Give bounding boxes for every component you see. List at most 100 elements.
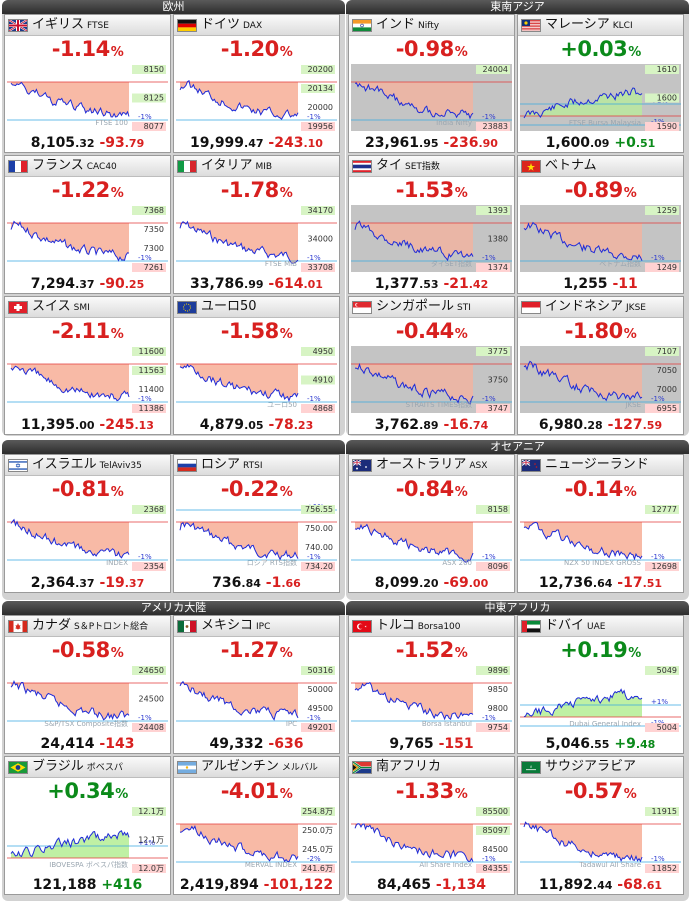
price-line — [10, 220, 130, 262]
card-header: トルコ Borsa100 — [349, 616, 514, 637]
country-flag-icon — [352, 19, 372, 32]
market-card[interactable]: ドイツ DAX -1.20% -1% 20200 20134 20000 19956 19… — [173, 14, 340, 153]
change-int: -1 — [265, 575, 282, 591]
percent-change: +0.34% — [5, 776, 170, 806]
price-line — [179, 680, 299, 721]
percent-value: -0.14 — [564, 477, 624, 501]
intraday-chart[interactable]: -1% JKSE 7107 7050 7000 6955 — [520, 346, 681, 413]
market-card[interactable]: ﻻ サウジアラビア -0.57% -1% Tadawul All Share 119… — [517, 756, 684, 895]
intraday-chart[interactable]: -1% ASX 200 8158 8096 — [351, 504, 512, 571]
market-card[interactable]: ブラジル ボベスパ +0.34% +1% IBOVESPA ボベスパ指数 12.1万 1… — [4, 756, 171, 895]
change-int: -101,122 — [263, 877, 334, 893]
percent-unit: % — [628, 45, 641, 60]
price-value: 121,188 — [33, 877, 97, 893]
intraday-chart[interactable]: -1% ユーロ50 4950 4910 4868 — [176, 346, 337, 413]
card-header: カナダ S＆Pトロント総合 — [5, 616, 170, 637]
intraday-chart[interactable]: -1% 20200 20134 20000 19956 — [176, 64, 337, 131]
percent-change: -0.14% — [518, 474, 683, 504]
axis-value-label: 250.0万 — [302, 826, 333, 835]
percent-change: -1.58% — [174, 316, 339, 346]
intraday-chart[interactable]: -2% MERVAL INDEX 254.8万 250.0万 245.0万 241.6万 — [176, 806, 337, 873]
axis-value-label: 4910 — [313, 376, 333, 385]
axis-value-label: 84500 — [483, 845, 508, 854]
intraday-chart[interactable]: -1% IPC 50316 50000 49500 49201 — [176, 665, 337, 732]
intraday-chart[interactable]: -1% ベトナム指数 1259 1249 — [520, 205, 681, 272]
intraday-chart[interactable]: -1% S&P/TSX Composite指数 24650 24500 24408 — [7, 665, 168, 732]
price-line — [523, 221, 643, 261]
market-card[interactable]: イタリア MIB -1.78% -1% FTSE MIB 34170 34000 3370… — [173, 155, 340, 294]
market-card[interactable]: タイ SET指数 -1.53% -1% タイSET指数 1393 1380 1374 1,… — [348, 155, 515, 294]
index-watermark: ASX 200 — [442, 559, 472, 567]
country-label: タイ — [376, 158, 403, 173]
region-title: オセアニア — [346, 440, 689, 454]
intraday-chart[interactable]: -1% Borsa Istanbul 9896 9850 9800 9754 — [351, 665, 512, 732]
country-label: インド — [376, 17, 416, 32]
intraday-chart[interactable]: -1% 11600 11563 11400 11386 — [7, 346, 168, 413]
price-dec: .53 — [419, 278, 439, 291]
intraday-chart[interactable]: -1% India Nifty 24004 23883 — [351, 64, 512, 131]
intraday-chart[interactable]: -1% INDEX 2368 2354 — [7, 504, 168, 571]
market-card[interactable]: 南アフリカ -1.33% -1% All Share Index 85500 8509… — [348, 756, 515, 895]
price-dec: .28 — [583, 419, 603, 432]
market-card[interactable]: フランス CAC40 -1.22% -1% 7368 7350 7300 7261 7,2… — [4, 155, 171, 294]
change-value: -19.37 — [99, 575, 144, 591]
plus-pct-label: +1% — [651, 698, 668, 706]
market-card[interactable]: カナダ S＆Pトロント総合 -0.58% -1% S&P/TSX Composite… — [4, 615, 171, 754]
percent-value: +0.03 — [560, 37, 628, 61]
price-int: 3,762 — [374, 417, 420, 433]
market-card[interactable]: オーストラリア ASX -0.84% -1% ASX 200 8158 8096 8,0… — [348, 454, 515, 593]
price-value: 4,879.05 — [200, 417, 264, 433]
market-card[interactable]: シンガポール STI -0.44% -1% STRAITS TIMES指数 3775 3… — [348, 296, 515, 435]
axis-value-label: 8096 — [488, 562, 508, 571]
axis-value-label: 254.8万 — [302, 807, 333, 816]
change-value: -1.66 — [266, 575, 301, 591]
intraday-chart[interactable]: -1% STRAITS TIMES指数 3775 3750 3747 — [351, 346, 512, 413]
market-card[interactable]: メキシコ IPC -1.27% -1% IPC 50316 50000 49500 4920… — [173, 615, 340, 754]
intraday-chart[interactable]: -1% Tadawul All Share 11915 11852 — [520, 806, 681, 873]
index-code: CAC40 — [86, 162, 117, 172]
price-dec: .95 — [419, 137, 439, 150]
change-value: -127.59 — [608, 417, 663, 433]
intraday-chart[interactable]: -1% NZX 50 INDEX GROSS 12777 12698 — [520, 504, 681, 571]
market-card[interactable]: イギリス FTSE -1.14% -1% FTSE 100 8150 8125 8077 … — [4, 14, 171, 153]
intraday-chart[interactable]: -1% All Share Index 85500 85097 84500 84355 — [351, 806, 512, 873]
minus-pct-label: -1% — [138, 714, 152, 722]
index-watermark: ロシア RTS指数 — [247, 558, 297, 567]
price-line — [523, 521, 643, 561]
change-dec: .10 — [303, 137, 323, 150]
market-card[interactable]: ニュージーランド -0.14% -1% NZX 50 INDEX GROSS 127… — [517, 454, 684, 593]
index-name: ユーロ50 — [201, 298, 260, 317]
quote-row: 1,600.09 +0.51 — [518, 133, 683, 152]
index-watermark: IBOVESPA ボベスパ指数 — [49, 860, 128, 869]
axis-value-label: 20000 — [308, 103, 333, 112]
intraday-chart[interactable]: -1% 7368 7350 7300 7261 — [7, 205, 168, 272]
country-flag-icon — [352, 761, 372, 774]
percent-value: -2.11 — [51, 319, 111, 343]
quote-row: 7,294.37 -90.25 — [5, 274, 170, 293]
country-label: メキシコ — [201, 618, 254, 633]
country-flag-icon — [177, 301, 197, 314]
market-card[interactable]: イスラエル TelAviv35 -0.81% -1% INDEX 2368 2354 2… — [4, 454, 171, 593]
index-watermark: Tadawul All Share — [578, 861, 641, 869]
market-card[interactable]: トルコ Borsa100 -1.52% -1% Borsa Istanbul 9896… — [348, 615, 515, 754]
market-card[interactable]: スイス SMI -2.11% -1% 11600 11563 11400 11386 11… — [4, 296, 171, 435]
market-card[interactable]: ベトナム -0.89% -1% ベトナム指数 1259 1249 1,255 -11 — [517, 155, 684, 294]
intraday-chart[interactable]: +1% IBOVESPA ボベスパ指数 12.1万 12.1万 12.0万 — [7, 806, 168, 873]
intraday-chart[interactable]: -1% FTSE 100 8150 8125 8077 — [7, 64, 168, 131]
region-panel-se-asia: 東南アジア インド Nifty -0.98% -1% India Nifty 2400… — [346, 0, 689, 436]
percent-value: -1.58 — [220, 319, 280, 343]
price-int: 1,255 — [563, 276, 608, 292]
market-card[interactable]: インドネシア JKSE -1.80% -1% JKSE 7107 7050 7000 695… — [517, 296, 684, 435]
intraday-chart[interactable]: -1% タイSET指数 1393 1380 1374 — [351, 205, 512, 272]
market-card[interactable]: インド Nifty -0.98% -1% India Nifty 24004 23883… — [348, 14, 515, 153]
market-card[interactable]: ユーロ50 -1.58% -1% ユーロ50 4950 4910 4868 4,879.… — [173, 296, 340, 435]
intraday-chart[interactable]: -1% FTSE MIB 34170 34000 33708 — [176, 205, 337, 272]
axis-value-label: 1380 — [488, 235, 508, 244]
market-card[interactable]: アルゼンチン メルバル -4.01% -2% MERVAL INDEX 254.8万 2… — [173, 756, 340, 895]
